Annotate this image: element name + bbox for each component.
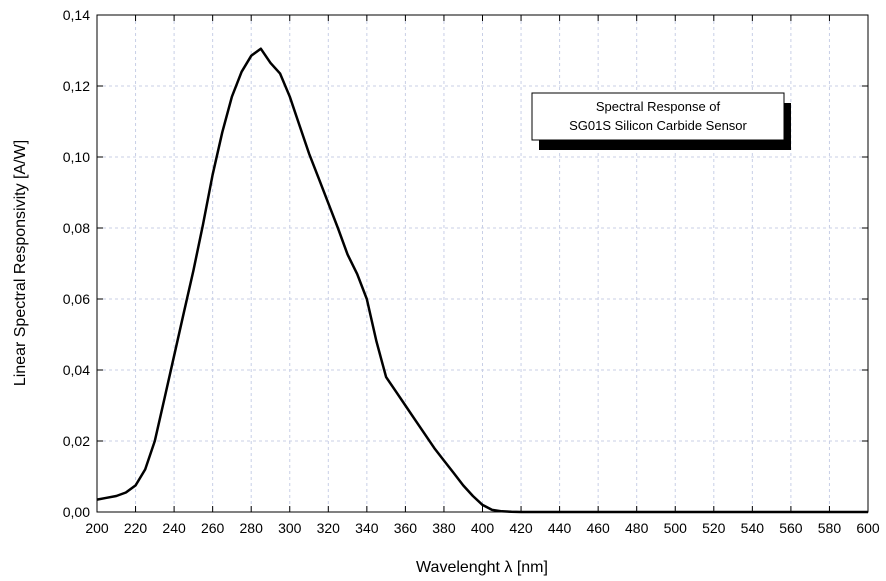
- legend-line-1: Spectral Response of: [596, 99, 721, 114]
- grid-lines: [97, 15, 868, 512]
- x-tick-label: 560: [779, 520, 803, 536]
- x-tick-label: 360: [394, 520, 418, 536]
- x-tick-label: 340: [355, 520, 379, 536]
- x-tick-label: 480: [625, 520, 649, 536]
- y-tick-label: 0,12: [63, 78, 90, 94]
- legend-frame: [531, 92, 785, 141]
- x-tick-label: 460: [586, 520, 610, 536]
- x-tick-label: 420: [509, 520, 533, 536]
- x-axis-title: Wavelenght λ [nm]: [416, 559, 548, 576]
- legend-line-2: SG01S Silicon Carbide Sensor: [569, 118, 747, 133]
- y-tick-label: 0,02: [63, 433, 90, 449]
- x-tick-label: 540: [741, 520, 765, 536]
- x-tick-label: 400: [471, 520, 495, 536]
- x-tick-label: 300: [278, 520, 302, 536]
- x-tick-label: 260: [201, 520, 225, 536]
- x-tick-label: 200: [85, 520, 109, 536]
- x-tick-label: 520: [702, 520, 726, 536]
- x-tick-label: 280: [240, 520, 264, 536]
- x-tick-label: 580: [818, 520, 842, 536]
- y-tick-label: 0,08: [63, 220, 90, 236]
- y-tick-label: 0,06: [63, 291, 90, 307]
- y-tick-label: 0,00: [63, 504, 90, 520]
- y-axis-title: Linear Spectral Responsivity [A/W]: [12, 140, 29, 386]
- x-tick-label: 240: [162, 520, 186, 536]
- x-tick-label: 320: [317, 520, 341, 536]
- y-tick-label: 0,04: [63, 362, 90, 378]
- y-tick-label: 0,10: [63, 149, 90, 165]
- x-tick-label: 380: [432, 520, 456, 536]
- y-tick-label: 0,14: [63, 7, 90, 23]
- x-tick-label: 600: [856, 520, 880, 536]
- legend-box: Spectral Response of SG01S Silicon Carbi…: [531, 92, 791, 150]
- x-tick-label: 440: [548, 520, 572, 536]
- x-tick-label: 220: [124, 520, 148, 536]
- x-axis-ticks: 200 220 240 260 280 300 320 340 360 380 400 420 440 4…: [85, 15, 880, 536]
- x-tick-label: 500: [664, 520, 688, 536]
- y-axis-ticks: 0,00 0,02 0,04 0,06 0,08 0,10 0,12 0,14: [63, 7, 868, 520]
